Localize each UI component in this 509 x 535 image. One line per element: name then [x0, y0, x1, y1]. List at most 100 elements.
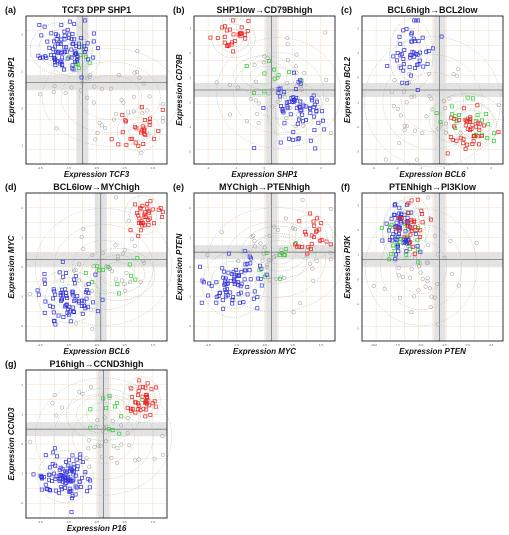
density-contour	[76, 395, 131, 434]
red-point	[305, 251, 310, 256]
gray-point	[424, 114, 429, 119]
blue-point	[64, 476, 69, 481]
blue-point	[405, 81, 410, 86]
scatter-panel-d: (d) BCL6low→MYChigh -2.6 -1.5 -0.5 0.5 1.5 -2 -1…	[5, 182, 173, 356]
blue-point	[58, 51, 63, 56]
red-point	[408, 232, 413, 237]
gray-point	[316, 104, 321, 110]
y-tick-label: 2	[189, 206, 191, 210]
blue-point	[398, 41, 403, 46]
green-point	[106, 264, 111, 269]
red-point	[471, 134, 476, 139]
green-point	[484, 112, 489, 116]
blue-point	[256, 276, 261, 281]
gray-point	[125, 431, 130, 436]
density-contour	[261, 240, 296, 265]
red-point	[124, 142, 129, 147]
blue-point	[69, 467, 74, 472]
blue-point	[91, 55, 96, 60]
blue-point	[70, 305, 75, 310]
blue-point	[83, 47, 88, 52]
gray-point	[414, 157, 420, 162]
panel-label: (e)	[173, 182, 184, 192]
gray-point	[160, 434, 165, 439]
gray-point	[428, 304, 433, 310]
x-axis-label: Expression BCL6	[399, 170, 466, 179]
blue-point	[312, 128, 317, 132]
gray-point	[324, 77, 329, 82]
gray-point	[136, 457, 141, 462]
gray-point	[474, 240, 479, 246]
gray-point	[275, 227, 280, 233]
blue-point	[91, 31, 96, 36]
blue-point	[70, 289, 75, 294]
blue-point	[394, 229, 398, 234]
density-contour	[428, 93, 504, 146]
gray-point	[454, 73, 460, 78]
blue-point	[238, 284, 243, 289]
red-point	[312, 223, 317, 228]
red-point	[143, 215, 148, 220]
gray-point	[420, 130, 425, 135]
gray-point	[249, 234, 254, 239]
density-contour	[72, 409, 135, 464]
green-point	[100, 267, 105, 272]
red-point	[160, 209, 165, 214]
blue-point	[402, 48, 407, 52]
green-point	[391, 243, 396, 248]
blue-point	[223, 294, 228, 299]
blue-point	[214, 280, 219, 285]
red-point	[465, 142, 469, 147]
gray-point	[122, 248, 127, 253]
blue-point	[60, 63, 65, 68]
blue-point	[52, 319, 56, 324]
blue-point	[393, 257, 398, 262]
red-point	[150, 401, 155, 406]
x-tick-label: -1.5	[66, 166, 72, 170]
gray-point	[409, 266, 414, 272]
x-tick-label: 1.5	[151, 520, 156, 524]
red-point	[145, 202, 150, 206]
blue-point	[281, 90, 286, 95]
red-point	[143, 132, 148, 137]
blue-point	[54, 32, 58, 37]
gray-point	[60, 278, 65, 283]
blue-point	[71, 462, 76, 467]
gray-point	[426, 260, 431, 265]
plot-frame	[361, 192, 504, 342]
x-tick-label: 1.5	[151, 343, 156, 347]
blue-point	[47, 303, 52, 308]
gray-point	[409, 94, 414, 99]
red-point	[133, 140, 138, 145]
blue-point	[52, 53, 57, 58]
density-contour	[35, 208, 173, 326]
red-point	[160, 215, 165, 219]
blue-point	[313, 146, 318, 151]
x-tick-label: -3	[372, 166, 375, 170]
blue-point	[73, 274, 78, 278]
blue-point	[296, 136, 301, 141]
red-point	[237, 31, 242, 36]
blue-point	[62, 29, 67, 34]
gray-point	[72, 268, 77, 273]
gray-point	[285, 42, 290, 47]
panel-label: (f)	[341, 182, 350, 192]
y-tick-label: -2	[356, 125, 359, 129]
red-point	[223, 24, 227, 29]
blue-point	[282, 121, 287, 126]
red-point	[477, 142, 481, 147]
green-point	[479, 118, 484, 123]
blue-point	[51, 287, 56, 292]
blue-point	[280, 106, 285, 111]
y-tick-label: -1	[356, 302, 359, 306]
density-contour	[395, 28, 428, 81]
panel-title: TCF3 DPP SHP1	[62, 5, 131, 15]
red-point	[302, 229, 307, 234]
blue-point	[72, 310, 76, 315]
blue-point	[59, 297, 64, 302]
plot-frame	[193, 15, 336, 165]
blue-point	[73, 492, 78, 497]
gray-point	[126, 218, 131, 223]
gray-point	[325, 97, 330, 102]
green-point	[90, 280, 95, 285]
